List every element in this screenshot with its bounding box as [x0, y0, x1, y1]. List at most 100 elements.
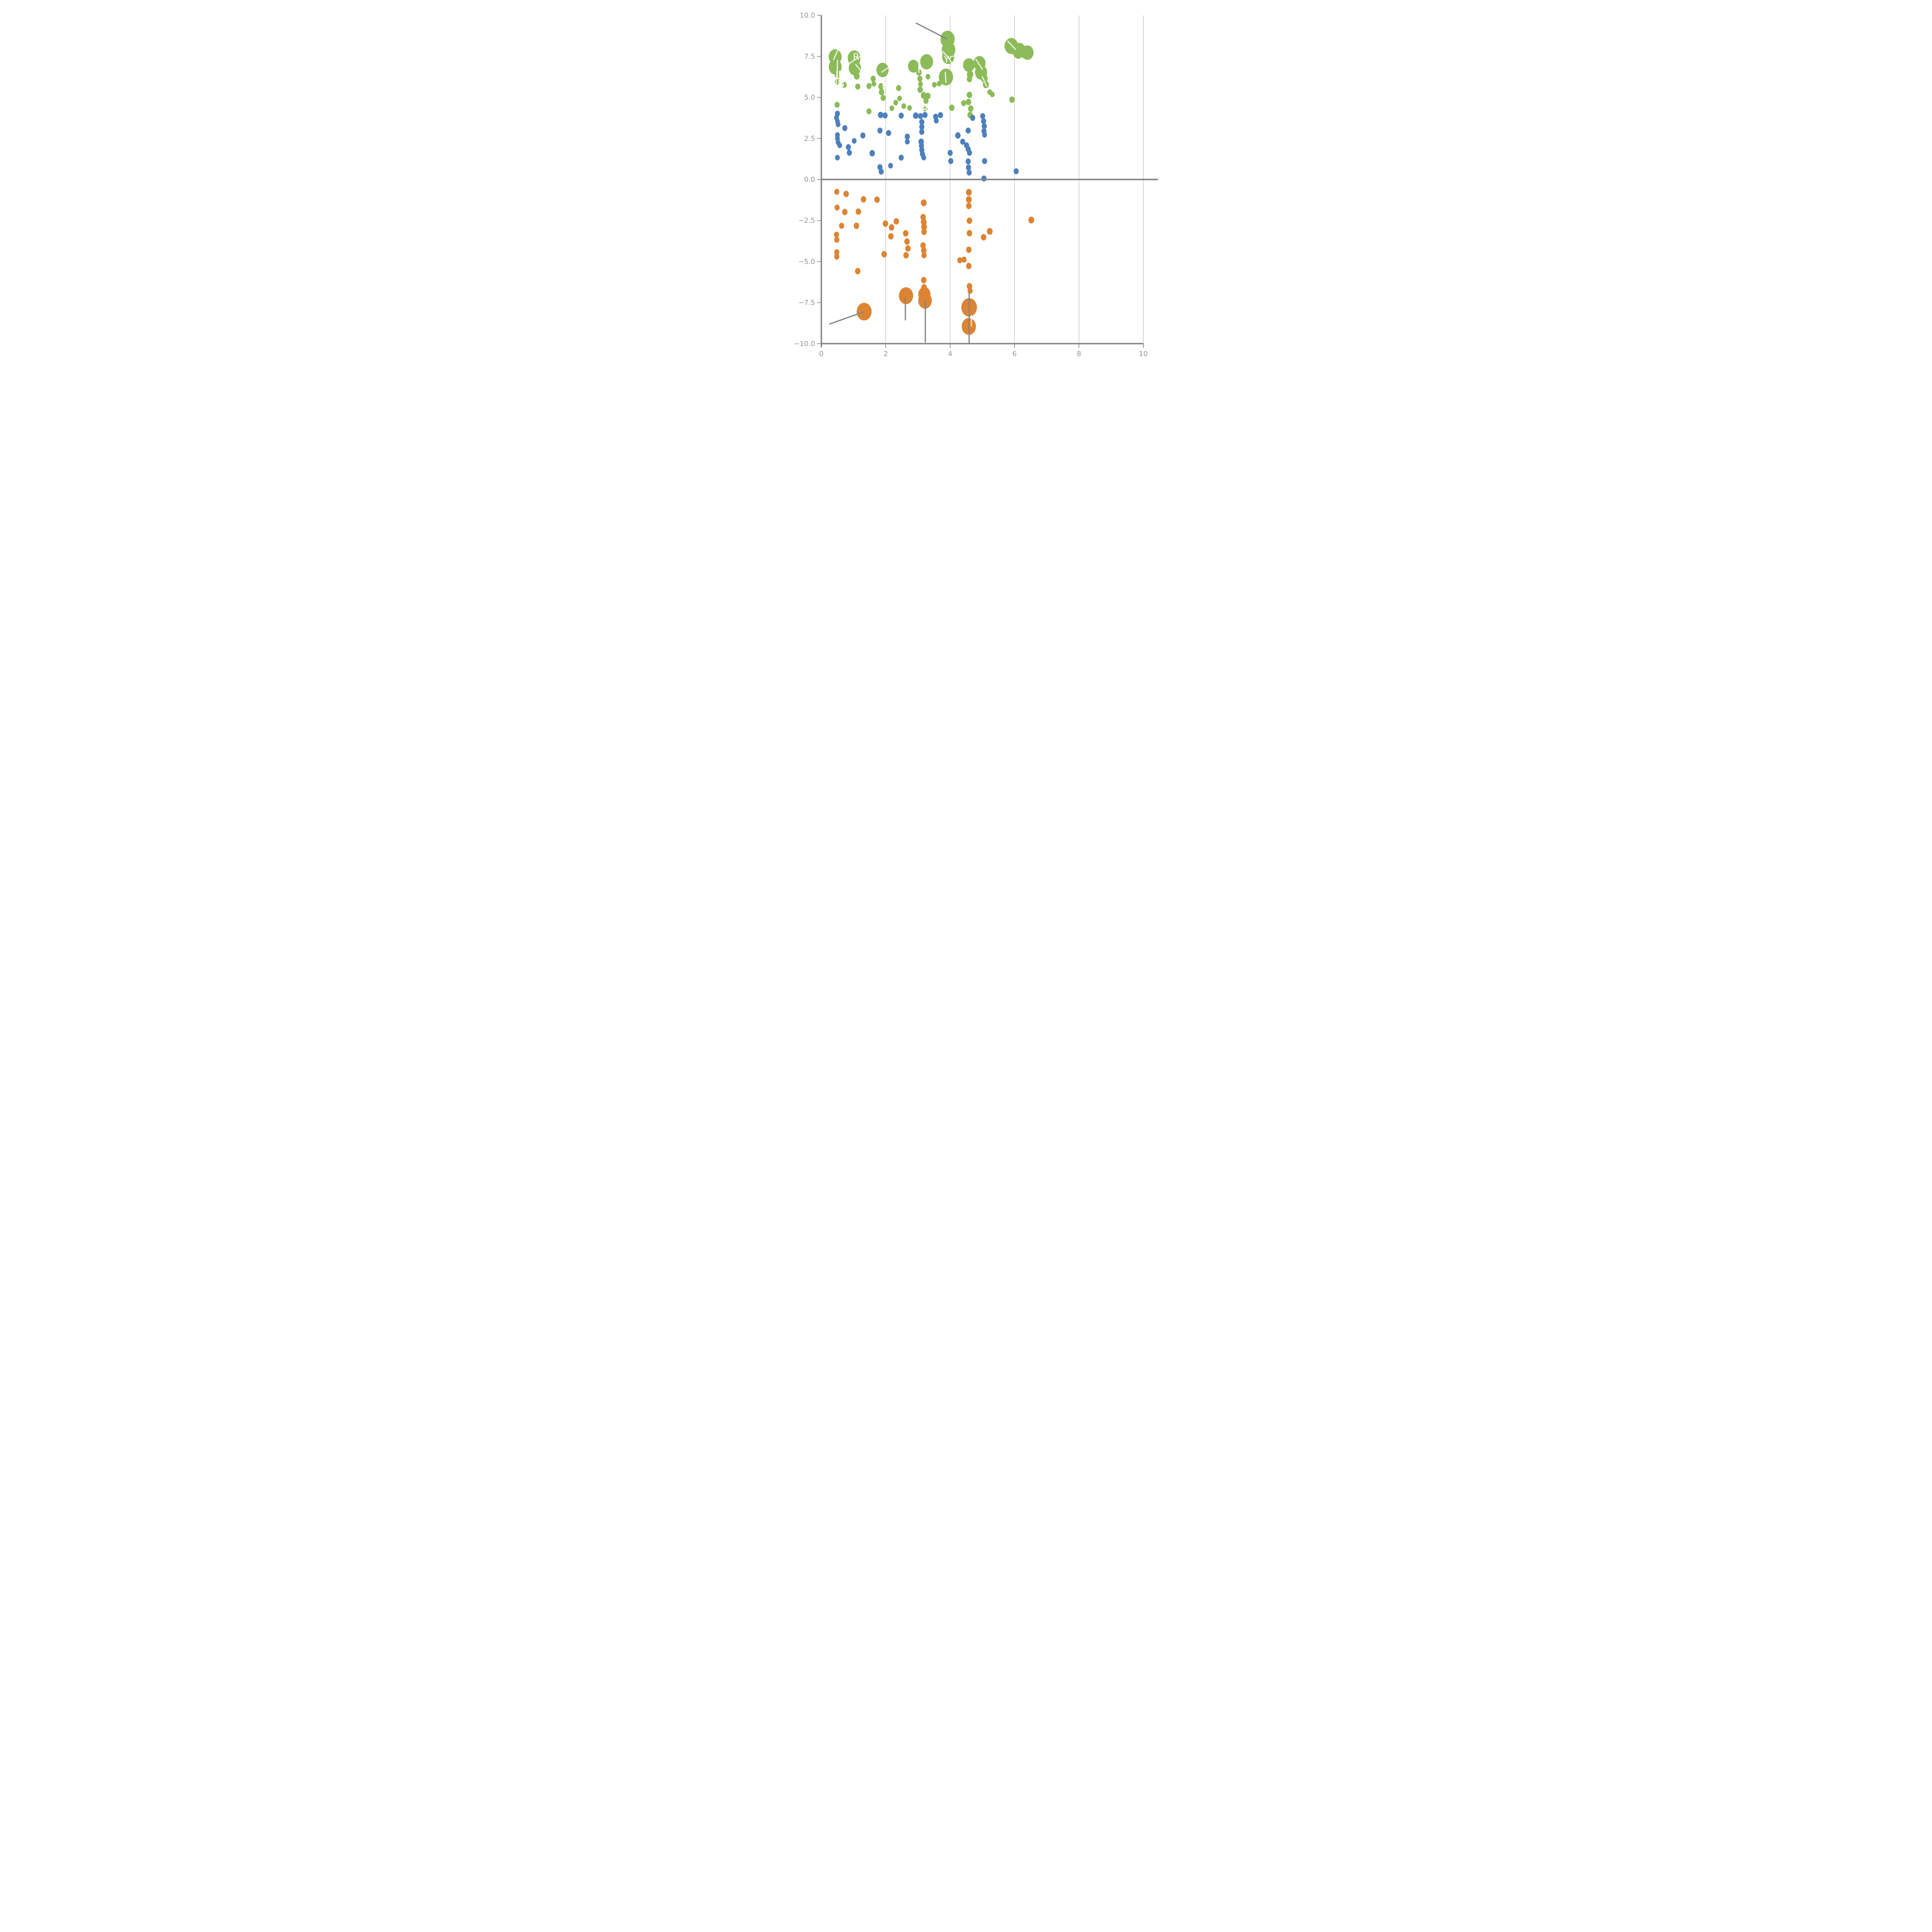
data-point: [966, 158, 971, 165]
figure: RE IN IN ELI PYR YC DE 10.0 7.5 5.0 2.5 0.0 −2.5 −5.0…: [773, 0, 1159, 386]
annotation-label: DE: [1022, 61, 1036, 72]
data-point: [842, 82, 847, 88]
data-point: [968, 287, 973, 294]
data-point: [981, 234, 986, 241]
data-point: [921, 92, 927, 99]
data-point: [966, 263, 972, 269]
leader-line-white: [881, 66, 890, 73]
data-point: [917, 75, 923, 82]
data-point: [897, 95, 902, 101]
data-point: [852, 138, 857, 144]
data-point: [917, 86, 923, 93]
y-tick-label: −10.0: [794, 340, 815, 348]
leader-line-white: [855, 64, 863, 73]
data-point: [878, 112, 883, 118]
data-point: [919, 124, 925, 130]
data-point: [896, 85, 901, 91]
data-point: [905, 139, 910, 145]
data-point: [921, 247, 927, 254]
data-point: [921, 199, 927, 206]
data-point: [990, 92, 995, 97]
data-point: [966, 189, 972, 196]
data-point: [893, 100, 898, 105]
data-point: [970, 115, 975, 121]
data-point: [934, 118, 939, 124]
data-point: [1014, 168, 1019, 175]
data-point: [828, 59, 842, 75]
data-point: [921, 223, 927, 231]
data-point: [982, 132, 987, 138]
data-point: [866, 108, 872, 114]
leader-line-white: [845, 52, 867, 66]
annotation-label: YC: [943, 54, 955, 65]
x-tick-label: 0: [819, 350, 823, 358]
data-point: [957, 257, 963, 264]
data-point: [960, 138, 966, 145]
data-point: [921, 277, 927, 284]
data-point: [938, 112, 943, 118]
data-point: [843, 190, 849, 197]
data-point: [855, 208, 861, 215]
data-point: [842, 209, 848, 215]
data-point: [966, 202, 972, 209]
data-point: [857, 303, 872, 321]
data-point: [861, 196, 866, 203]
data-point: [1021, 45, 1034, 60]
data-point: [834, 236, 840, 243]
data-point: [855, 83, 861, 90]
data-point: [903, 230, 908, 237]
leader-line-white: [942, 51, 951, 60]
leader-line-gray: [829, 311, 864, 325]
y-tick-label: 0.0: [804, 176, 815, 184]
data-point: [883, 220, 888, 227]
data-point: [918, 81, 923, 87]
data-point: [834, 102, 840, 108]
y-tick-label: −2.5: [798, 217, 815, 225]
data-point: [966, 217, 973, 224]
data-point: [908, 60, 919, 73]
data-point: [922, 112, 928, 118]
data-point: [966, 247, 972, 253]
data-point: [854, 223, 859, 229]
data-point: [948, 158, 954, 164]
data-point: [871, 81, 876, 87]
data-point: [889, 105, 895, 111]
annotation-label: RE: [853, 51, 865, 62]
data-point: [918, 293, 932, 309]
leader-line-white: [981, 76, 987, 87]
data-point: [925, 74, 930, 80]
x-tick-label: 2: [884, 350, 888, 358]
data-point: [966, 196, 972, 203]
data-point: [888, 163, 893, 169]
data-point: [949, 104, 955, 111]
data-point: [855, 268, 861, 274]
data-point: [968, 105, 974, 112]
data-point: [877, 128, 883, 134]
data-point: [966, 99, 971, 105]
data-point: [842, 125, 848, 131]
y-tick-label: 5.0: [804, 94, 815, 102]
data-point: [966, 76, 973, 82]
data-point: [905, 133, 910, 140]
data-point: [961, 100, 966, 106]
data-point: [883, 112, 888, 119]
annotation-lines: [829, 22, 1029, 344]
leader-line-white: [944, 71, 947, 83]
x-tick-label: 6: [1012, 350, 1017, 358]
data-point: [923, 98, 929, 104]
data-point: [876, 63, 889, 77]
data-point: [886, 130, 891, 136]
data-point: [921, 155, 926, 161]
annotation-label: PYR: [911, 104, 928, 115]
data-point: [903, 252, 909, 259]
data-point: [955, 132, 961, 139]
data-point: [921, 252, 927, 259]
data-point: [898, 155, 904, 161]
data-point: [901, 103, 906, 109]
data-point: [919, 119, 925, 125]
data-point: [879, 168, 884, 175]
data-point: [966, 283, 973, 290]
data-point: [986, 228, 993, 235]
data-point: [907, 105, 912, 111]
leader-line-white: [975, 58, 983, 70]
